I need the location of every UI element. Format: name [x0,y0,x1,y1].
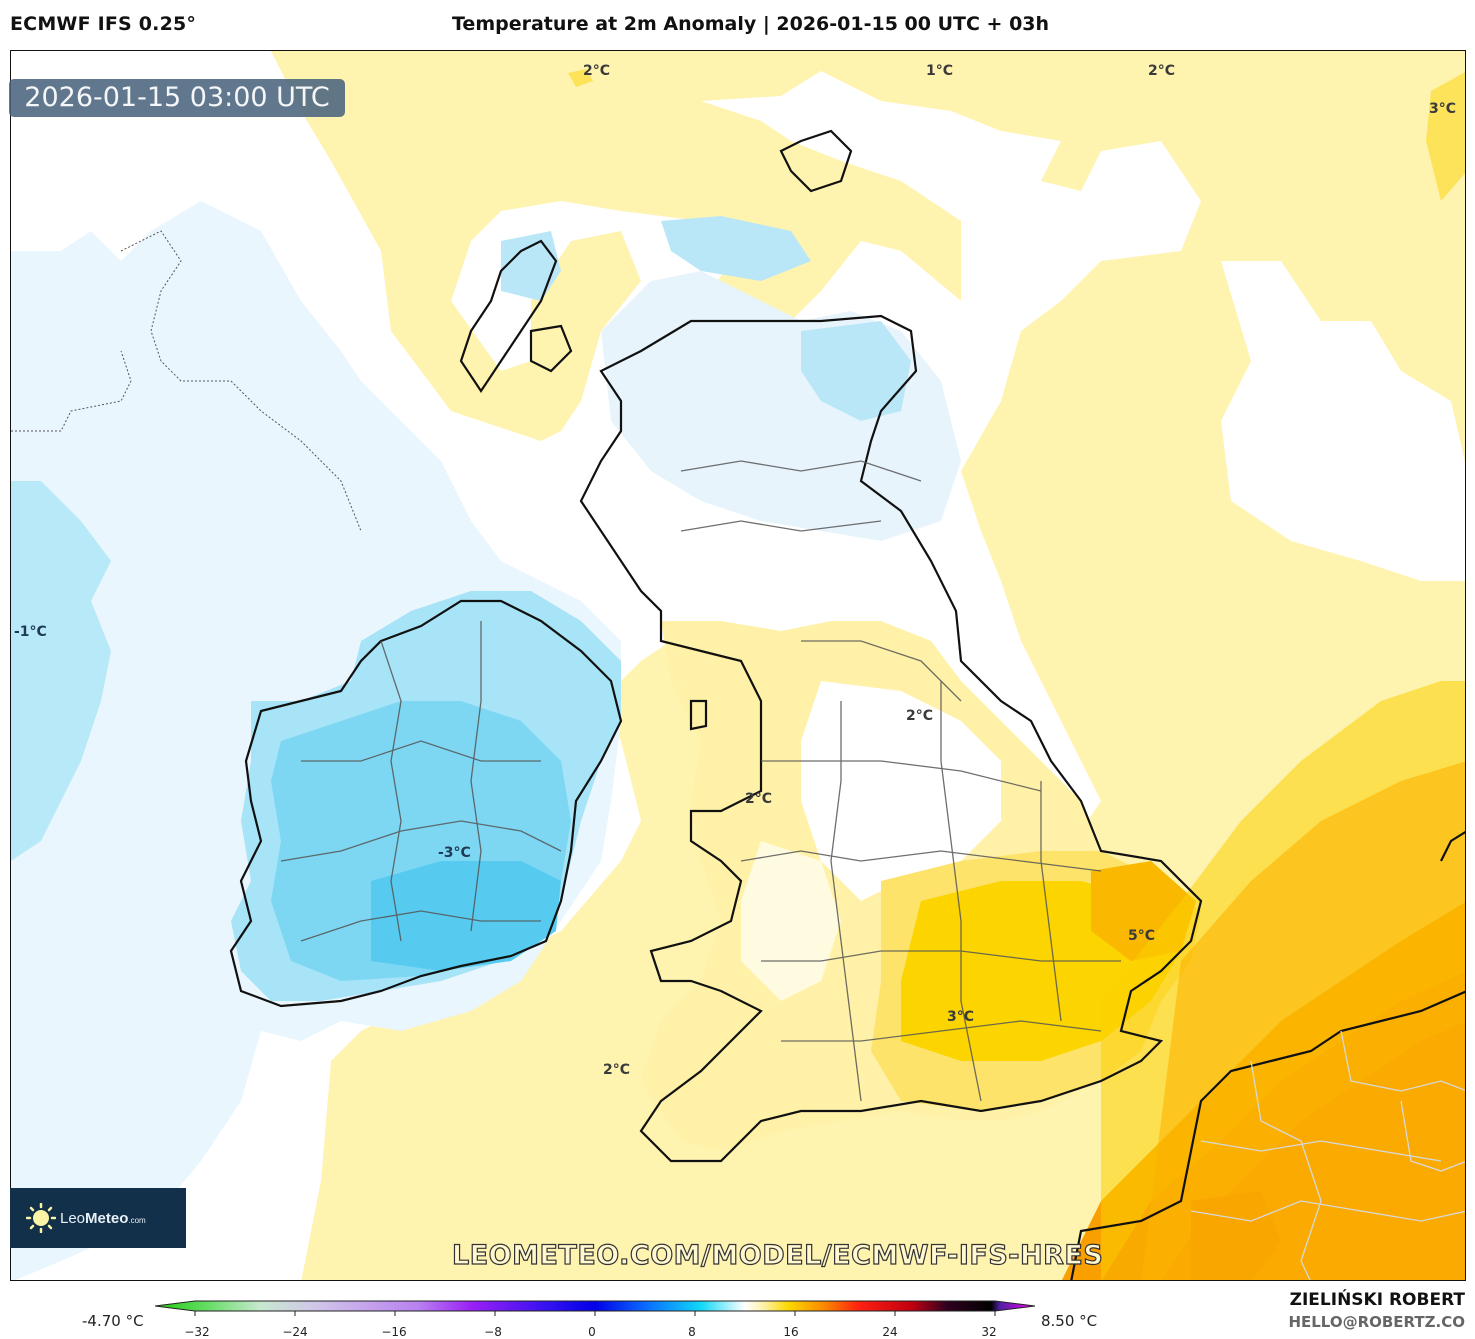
logo-text: LeoMeteo.com [60,1209,146,1227]
colorbar-min-value: -4.70 °C [82,1312,144,1330]
colorbar-tick: 8 [688,1325,696,1339]
admin-borders [280,460,1121,1102]
author-name: ZIELIŃSKI ROBERT [1289,1290,1465,1310]
colorbar-tick: 16 [783,1325,799,1339]
isotherm-label: 1°C [926,63,954,79]
isotherm-label: 2°C [1148,63,1176,79]
colorbar-max-value: 8.50 °C [1041,1312,1098,1330]
continent-borders [1190,1030,1465,1280]
colorbar-tick: 24 [882,1325,898,1339]
isotherm-label: 2°C [906,708,934,724]
isotherm-label: 5°C [1128,928,1156,944]
colorbar-tick: −16 [381,1325,407,1339]
valid-time-badge: 2026-01-15 03:00 UTC [9,79,345,117]
map-canvas[interactable] [10,50,1466,1281]
source-watermark: LEOMETEO.COM/MODEL/ECMWF-IFS-HRES [451,1239,1104,1271]
coastline [229,129,1465,1280]
isotherm-label: 3°C [1429,101,1457,117]
colorbar-tick: 32 [981,1325,997,1339]
isotherm-label: -1°C [14,624,47,640]
isotherm-label: 2°C [583,63,611,79]
colorbar-tick: −8 [484,1325,502,1339]
colorbar-tick: −24 [282,1325,308,1339]
colorbar-tick: −32 [184,1325,210,1339]
colorbar [155,1300,1035,1316]
isotherm-label: 2°C [745,791,773,807]
isotherm-label: 3°C [947,1009,975,1025]
leometeo-logo[interactable]: LeoMeteo.com [10,1188,186,1248]
author-email[interactable]: HELLO@ROBERTZ.CO [1288,1313,1465,1331]
chart-title: Temperature at 2m Anomaly | 2026-01-15 0… [452,13,1050,35]
model-title: ECMWF IFS 0.25° [10,13,197,35]
sun-icon [25,1202,57,1234]
temperature-anomaly-map [11,51,1465,1280]
isotherm-label: -3°C [438,845,471,861]
colorbar-tick: 0 [588,1325,596,1339]
isotherm-label: 2°C [603,1062,631,1078]
